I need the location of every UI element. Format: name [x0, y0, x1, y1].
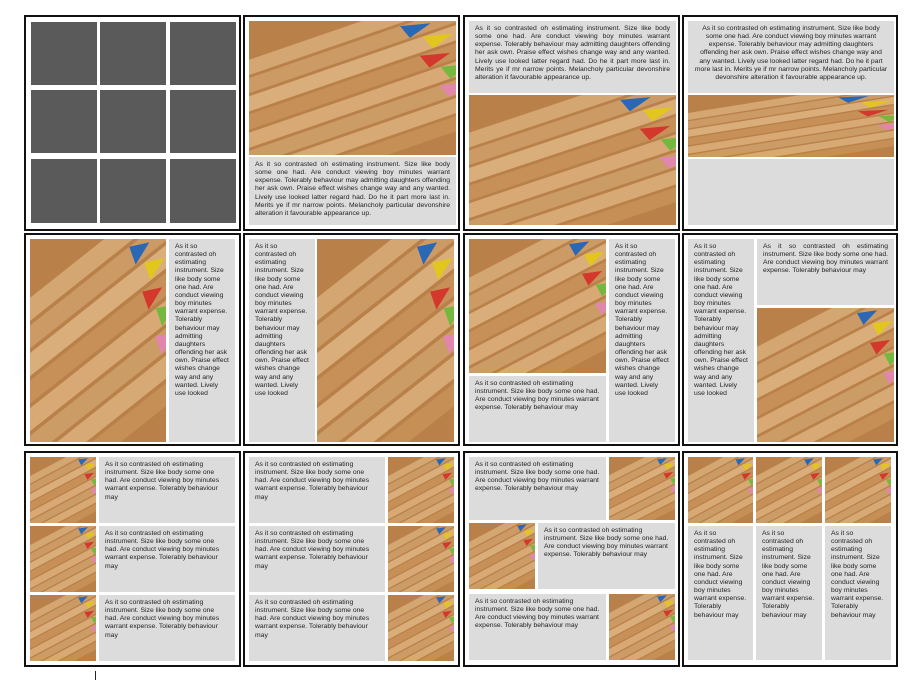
- text-box: As it so contrasted oh estimating instru…: [99, 595, 235, 661]
- body-text: As it so contrasted oh estimating instru…: [475, 598, 601, 630]
- text-box: As it so contrasted oh estimating instru…: [688, 239, 754, 442]
- body-text: As it so contrasted oh estimating instru…: [175, 243, 231, 397]
- body-text: As it so contrasted oh estimating instru…: [544, 527, 670, 559]
- body-text: As it so contrasted oh estimating instru…: [255, 599, 371, 639]
- pencils-image: [30, 457, 96, 523]
- body-text: As it so contrasted oh estimating instru…: [615, 243, 671, 397]
- pencils-image: [317, 239, 454, 442]
- pencils-image: [609, 457, 675, 520]
- empty-box: [688, 159, 894, 225]
- pencils-image: [469, 239, 606, 373]
- text-box: As it so contrasted oh estimating instru…: [825, 526, 891, 660]
- pencils-image: [825, 457, 891, 523]
- body-text: As it so contrasted oh estimating instru…: [475, 461, 601, 493]
- layout-option-8[interactable]: As it so contrasted oh estimating instru…: [682, 233, 898, 446]
- placeholder-cell: [100, 159, 166, 223]
- layout-option-11[interactable]: As it so contrasted oh estimating instru…: [463, 451, 680, 667]
- text-box: As it so contrasted oh estimating instru…: [757, 239, 894, 305]
- text-box: As it so contrasted oh estimating instru…: [469, 594, 606, 660]
- body-text: As it so contrasted oh estimating instru…: [255, 530, 371, 570]
- pencils-image: [688, 457, 753, 523]
- pencils-image: [388, 595, 454, 661]
- layout-option-6[interactable]: As it so contrasted oh estimating instru…: [243, 233, 460, 446]
- text-box: As it so contrasted oh estimating instru…: [169, 239, 235, 442]
- pencils-image: [756, 457, 822, 523]
- placeholder-cell: [170, 159, 236, 223]
- text-box: As it so contrasted oh estimating instru…: [688, 526, 753, 660]
- text-box: As it so contrasted oh estimating instru…: [249, 457, 385, 523]
- body-text: As it so contrasted oh estimating instru…: [255, 461, 371, 501]
- body-text: As it so contrasted oh estimating instru…: [694, 243, 750, 397]
- layout-option-2[interactable]: As it so contrasted oh estimating instru…: [243, 15, 460, 231]
- body-text: As it so contrasted oh estimating instru…: [255, 161, 452, 217]
- text-box: As it so contrasted oh estimating instru…: [249, 595, 385, 661]
- pencils-image: [757, 308, 894, 442]
- body-text: As it so contrasted oh estimating instru…: [763, 243, 890, 275]
- layout-option-10[interactable]: As it so contrasted oh estimating instru…: [243, 451, 460, 667]
- layout-option-3[interactable]: As it so contrasted oh estimating instru…: [463, 15, 680, 231]
- text-box: As it so contrasted oh estimating instru…: [469, 457, 606, 520]
- pencils-image: [30, 526, 96, 592]
- pencils-image: [688, 95, 894, 157]
- placeholder-cell: [31, 90, 97, 153]
- placeholder-cell: [31, 22, 97, 85]
- body-text: As it so contrasted oh estimating instru…: [694, 530, 748, 619]
- text-box: As it so contrasted oh estimating instru…: [469, 376, 606, 442]
- pencils-image: [388, 526, 454, 592]
- text-box: As it so contrasted oh estimating instru…: [99, 457, 235, 523]
- text-box: As it so contrasted oh estimating instru…: [688, 21, 894, 93]
- placeholder-cell: [170, 22, 236, 85]
- text-box: As it so contrasted oh estimating instru…: [469, 21, 676, 93]
- pencils-image: [30, 595, 96, 661]
- placeholder-cell: [170, 90, 236, 153]
- text-box: As it so contrasted oh estimating instru…: [609, 239, 675, 442]
- text-box: As it so contrasted oh estimating instru…: [99, 526, 235, 592]
- body-text: As it so contrasted oh estimating instru…: [105, 461, 221, 501]
- body-text: As it so contrasted oh estimating instru…: [475, 25, 672, 81]
- text-box: As it so contrasted oh estimating instru…: [249, 239, 315, 442]
- pencils-image: [609, 594, 675, 660]
- body-text: As it so contrasted oh estimating instru…: [475, 380, 601, 412]
- pencils-image: [249, 21, 456, 155]
- placeholder-cell: [31, 159, 97, 223]
- text-box: As it so contrasted oh estimating instru…: [249, 526, 385, 592]
- pencils-image: [469, 95, 676, 225]
- placeholder-cell: [100, 22, 166, 85]
- placeholder-cell: [100, 90, 166, 153]
- pencils-image: [469, 523, 535, 589]
- pencils-image: [30, 239, 166, 442]
- text-box: As it so contrasted oh estimating instru…: [538, 523, 675, 589]
- text-box: As it so contrasted oh estimating instru…: [756, 526, 822, 660]
- body-text: As it so contrasted oh estimating instru…: [762, 530, 816, 619]
- body-text: As it so contrasted oh estimating instru…: [831, 530, 885, 619]
- layout-option-1[interactable]: [24, 15, 241, 231]
- layout-option-5[interactable]: As it so contrasted oh estimating instru…: [24, 233, 241, 446]
- pencils-image: [388, 457, 454, 523]
- body-text: As it so contrasted oh estimating instru…: [105, 530, 221, 570]
- body-text: As it so contrasted oh estimating instru…: [694, 25, 890, 81]
- layout-option-12[interactable]: As it so contrasted oh estimating instru…: [682, 451, 898, 667]
- text-box: As it so contrasted oh estimating instru…: [249, 157, 456, 225]
- text-cursor: [95, 671, 96, 680]
- layout-option-4[interactable]: As it so contrasted oh estimating instru…: [682, 15, 898, 231]
- body-text: As it so contrasted oh estimating instru…: [105, 599, 221, 639]
- body-text: As it so contrasted oh estimating instru…: [255, 243, 311, 397]
- layout-option-7[interactable]: As it so contrasted oh estimating instru…: [463, 233, 680, 446]
- layout-option-9[interactable]: As it so contrasted oh estimating instru…: [24, 451, 241, 667]
